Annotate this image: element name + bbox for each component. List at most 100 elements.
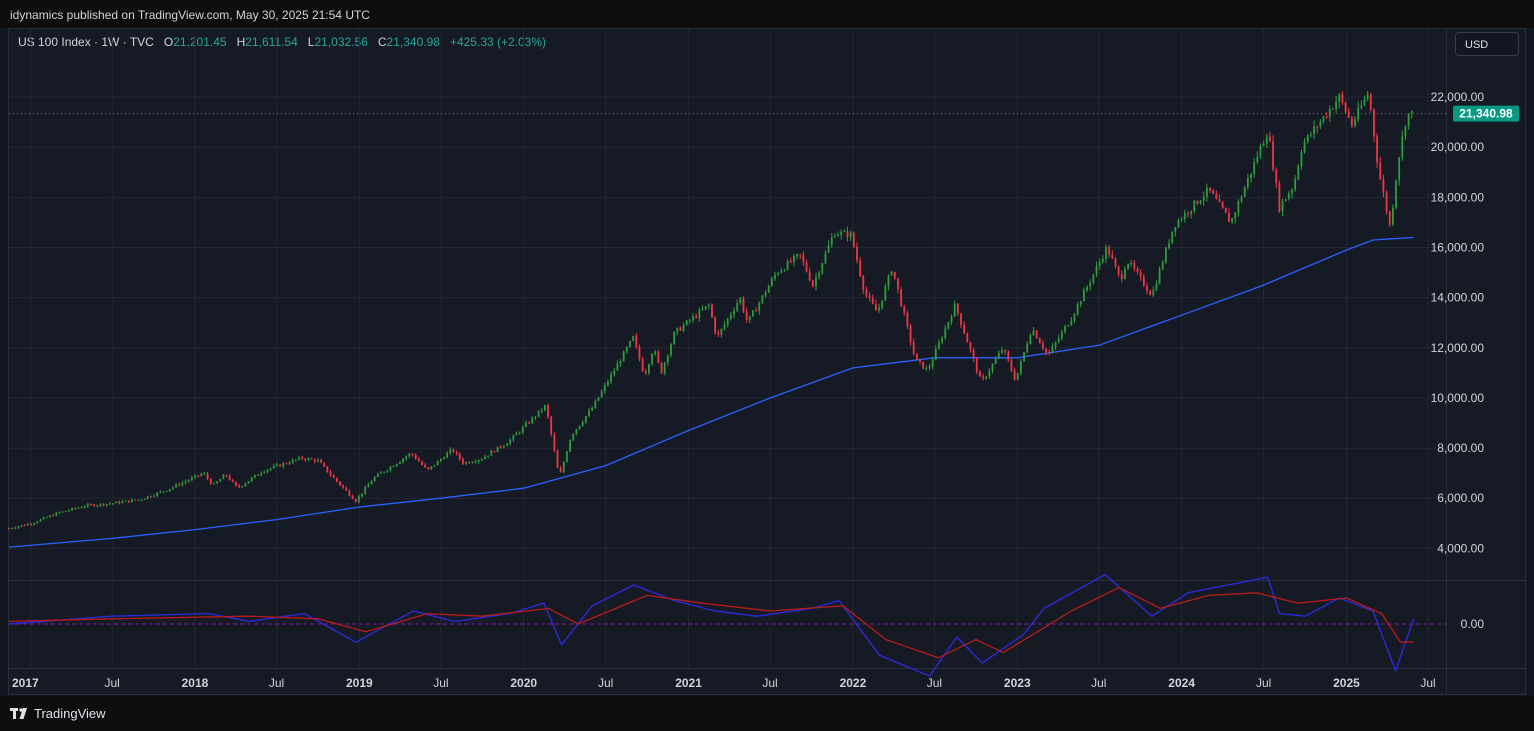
candle-body xyxy=(206,473,209,479)
candle-body xyxy=(257,474,259,476)
candle-body xyxy=(622,351,625,362)
candle-body xyxy=(588,410,590,417)
candle-body xyxy=(1183,212,1186,220)
candle-body xyxy=(380,472,382,474)
candle-body xyxy=(247,481,250,484)
candle-body xyxy=(1019,361,1022,374)
candle-body xyxy=(1042,343,1044,349)
candle-body xyxy=(67,510,70,512)
candle-body xyxy=(827,244,830,253)
candle-body xyxy=(625,347,628,352)
candle-body xyxy=(1376,136,1378,163)
candle-body xyxy=(767,285,770,293)
candle-body xyxy=(852,232,855,247)
candle-body xyxy=(821,263,824,273)
candle-body xyxy=(1146,285,1148,291)
candle-body xyxy=(1202,196,1205,201)
candle-body xyxy=(1269,136,1271,142)
candle-body xyxy=(430,466,433,470)
candle-body xyxy=(276,464,278,466)
candle-body xyxy=(1142,276,1145,286)
candle-body xyxy=(1231,218,1233,222)
price-tick-label: 14,000.00 xyxy=(1431,291,1485,305)
candle-body xyxy=(1398,157,1401,181)
symbol-name[interactable]: US 100 Index · 1W · TVC xyxy=(18,35,154,49)
candle-body xyxy=(859,260,862,276)
candle-body xyxy=(764,292,767,296)
symbol-legend: US 100 Index · 1W · TVC O21,201.45 H21,6… xyxy=(18,35,546,49)
candle-body xyxy=(427,467,430,470)
time-axis[interactable]: 2017 Jul 2018 Jul 2019 Jul 2020 Jul 2021 Jul 2022 J… xyxy=(12,676,1436,690)
candle-body xyxy=(1139,272,1142,277)
candle-body xyxy=(200,474,203,476)
candle-body xyxy=(1089,282,1092,287)
candle-body xyxy=(484,456,486,460)
candle-body xyxy=(436,460,439,466)
candle-body xyxy=(808,271,811,281)
candle-body xyxy=(723,324,726,329)
candle-body xyxy=(272,465,275,469)
candle-body xyxy=(1180,219,1183,221)
candle-body xyxy=(956,303,959,314)
candle-body xyxy=(348,490,351,496)
candle-body xyxy=(477,459,480,462)
candle-body xyxy=(446,452,449,458)
candle-body xyxy=(793,255,795,262)
candle-body xyxy=(515,433,518,436)
candle-body xyxy=(462,459,464,464)
candle-body xyxy=(96,505,99,507)
footer-bar: TradingView xyxy=(0,696,1534,731)
candle-body xyxy=(345,487,348,491)
price-axis[interactable]: 4,000.00 6,000.00 8,000.00 10,000.00 12,000.… xyxy=(1431,90,1485,555)
candle-body xyxy=(729,314,732,319)
candle-body xyxy=(250,477,253,482)
candle-body xyxy=(1101,258,1104,262)
candle-body xyxy=(298,457,300,460)
tradingview-logo[interactable]: TradingView xyxy=(10,706,106,721)
candle-body xyxy=(146,496,149,499)
candle-body xyxy=(263,471,266,474)
moving-average-line xyxy=(8,236,1414,548)
candle-body xyxy=(102,503,105,506)
currency-button[interactable]: USD xyxy=(1455,32,1519,56)
candle-body xyxy=(619,361,622,364)
time-tick-label: Jul xyxy=(433,676,448,690)
candle-body xyxy=(1363,99,1366,106)
candle-body xyxy=(187,480,190,482)
candle-body xyxy=(58,512,61,514)
candle-body xyxy=(1404,126,1407,137)
candle-body xyxy=(301,457,304,459)
candle-body xyxy=(837,234,839,237)
candle-body xyxy=(294,459,297,461)
candle-body xyxy=(720,328,723,335)
candle-body xyxy=(238,485,241,488)
candle-body xyxy=(1284,199,1287,202)
candle-body xyxy=(1306,134,1309,142)
candle-body xyxy=(131,499,133,503)
candle-body xyxy=(972,349,975,359)
time-tick-label: 2019 xyxy=(346,676,373,690)
candle-body xyxy=(77,507,80,509)
candle-body xyxy=(1092,274,1095,283)
candle-body xyxy=(881,300,884,308)
candle-body xyxy=(115,501,118,504)
candle-body xyxy=(449,449,452,453)
candle-body xyxy=(566,451,568,462)
candle-body xyxy=(30,523,32,525)
candles xyxy=(8,90,1413,530)
candle-body xyxy=(594,400,597,408)
candle-body xyxy=(307,458,310,461)
candle-body xyxy=(928,366,931,368)
candle-body xyxy=(1332,108,1334,110)
candle-body xyxy=(578,425,581,430)
candle-body xyxy=(874,303,877,311)
candle-body xyxy=(805,262,808,272)
candle-body xyxy=(774,274,776,279)
candle-body xyxy=(717,332,720,335)
candle-body xyxy=(253,474,256,478)
candle-body xyxy=(1196,200,1199,204)
candle-body xyxy=(1303,141,1306,153)
candle-body xyxy=(906,312,909,326)
candle-body xyxy=(282,463,285,467)
